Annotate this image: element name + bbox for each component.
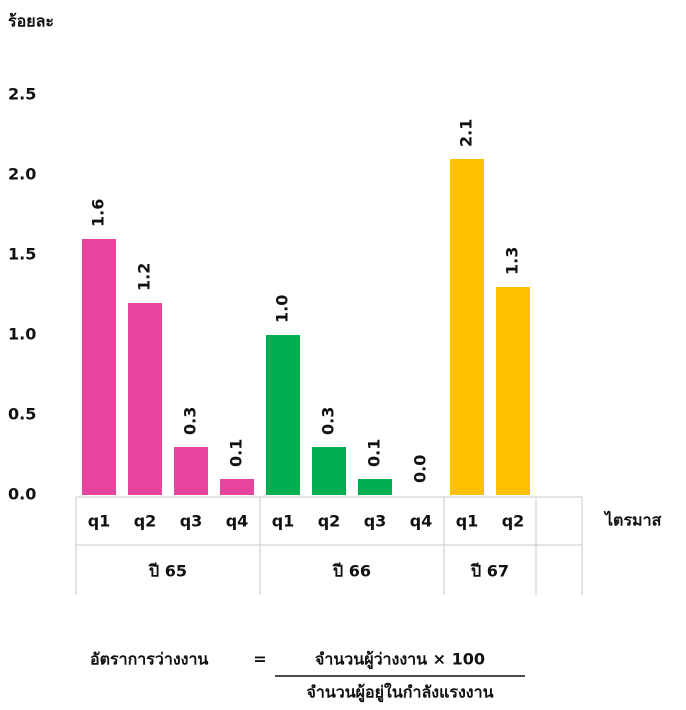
bar — [82, 239, 116, 495]
y-tick-label: 1.5 — [8, 245, 36, 264]
group-label: ปี 65 — [148, 562, 187, 581]
formula-left: อัตราการว่างงาน — [90, 650, 208, 669]
x-tick-label: q1 — [272, 512, 295, 531]
x-tick-label: q1 — [88, 512, 111, 531]
bar — [312, 447, 346, 495]
data-label: 1.2 — [135, 263, 154, 291]
x-tick-label: q3 — [364, 512, 387, 531]
data-label: 0.0 — [411, 455, 430, 483]
x-tick-label: q2 — [318, 512, 341, 531]
x-axis-label: ไตรมาส — [603, 511, 662, 530]
group-label: ปี 67 — [470, 562, 509, 581]
data-label: 0.3 — [319, 407, 338, 435]
data-label: 0.1 — [365, 439, 384, 467]
bar — [174, 447, 208, 495]
y-tick-label: 0.5 — [8, 405, 36, 424]
data-label: 1.0 — [273, 295, 292, 323]
formula-equals: = — [253, 650, 266, 669]
bar — [128, 303, 162, 495]
y-tick-label: 2.5 — [8, 85, 36, 104]
x-tick-label: q4 — [410, 512, 433, 531]
bar — [496, 287, 530, 495]
formula-numerator: จำนวนผู้ว่างงาน × 100 — [315, 650, 485, 671]
x-tick-label: q2 — [134, 512, 157, 531]
x-tick-label: q4 — [226, 512, 249, 531]
data-label: 1.6 — [89, 199, 108, 227]
bar — [358, 479, 392, 495]
bar — [220, 479, 254, 495]
bar — [450, 159, 484, 495]
data-label: 1.3 — [503, 247, 522, 275]
formula-denominator: จำนวนผู้อยู่ในกำลังแรงงาน — [306, 683, 493, 704]
x-tick-label: q3 — [180, 512, 203, 531]
group-label: ปี 66 — [332, 562, 371, 581]
y-axis-label: ร้อยละ — [8, 12, 54, 31]
bar — [266, 335, 300, 495]
data-label: 2.1 — [457, 119, 476, 147]
data-label: 0.3 — [181, 407, 200, 435]
data-label: 0.1 — [227, 439, 246, 467]
y-tick-label: 0.0 — [8, 485, 36, 504]
y-tick-label: 1.0 — [8, 325, 36, 344]
y-tick-label: 2.0 — [8, 165, 36, 184]
x-tick-label: q2 — [502, 512, 525, 531]
x-tick-label: q1 — [456, 512, 479, 531]
